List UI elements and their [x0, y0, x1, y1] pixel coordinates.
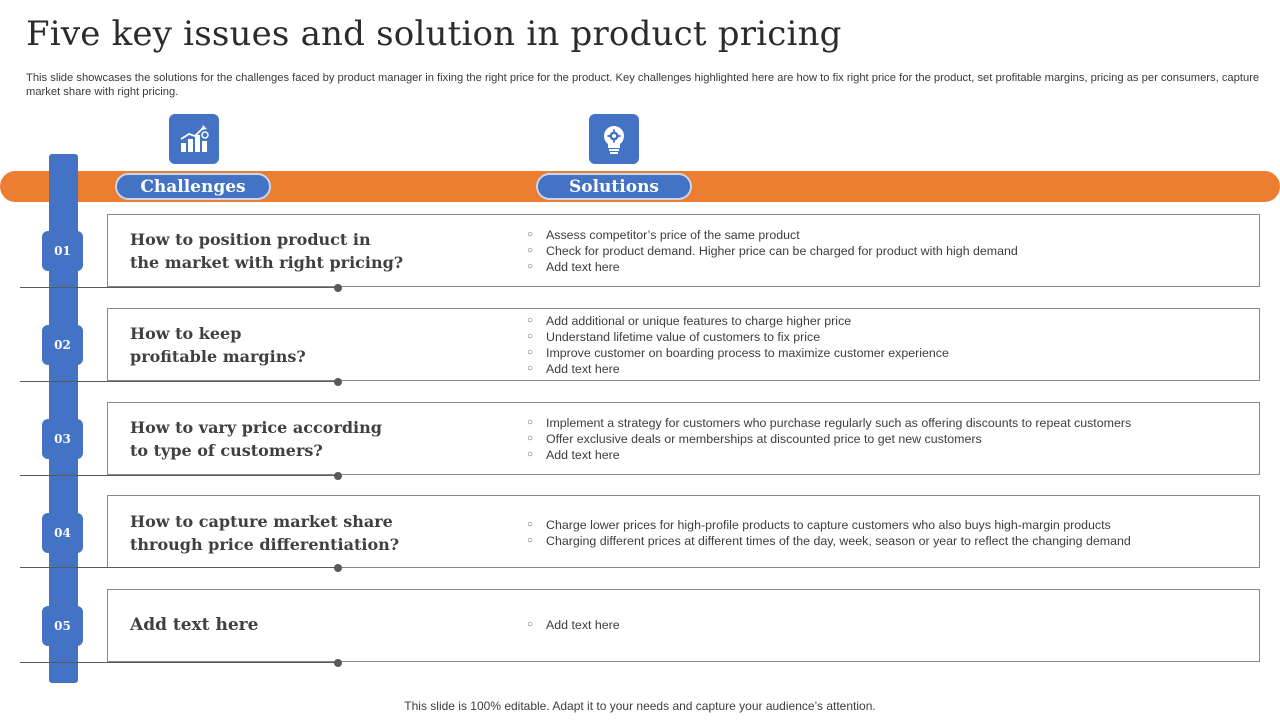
growth-chart-icon: [169, 114, 219, 164]
row-number-badge: 03: [42, 419, 83, 459]
page-title: Five key issues and solution in product …: [26, 14, 842, 54]
solution-item: Add text here: [527, 361, 1252, 377]
row-divider: [20, 662, 338, 663]
solution-list: Add additional or unique features to cha…: [527, 313, 1252, 377]
challenge-question: How to keep profitable margins?: [130, 324, 306, 366]
solution-item: Add text here: [527, 447, 1252, 463]
solution-list: Assess competitor’s price of the same pr…: [527, 227, 1252, 275]
challenges-header: Challenges: [115, 173, 271, 200]
page-subtitle: This slide showcases the solutions for t…: [26, 72, 1260, 98]
row-dot: [334, 378, 342, 386]
solution-item: Add additional or unique features to cha…: [527, 313, 1252, 329]
row-divider: [20, 475, 338, 476]
challenge-question: How to vary price according to type of cu…: [130, 418, 382, 460]
solutions-header: Solutions: [536, 173, 692, 200]
solution-item: Charging different prices at different t…: [527, 533, 1252, 549]
row-divider: [20, 287, 338, 288]
footer-note: This slide is 100% editable. Adapt it to…: [404, 699, 876, 713]
row-number-badge: 04: [42, 513, 83, 553]
solution-item: Offer exclusive deals or memberships at …: [527, 431, 1252, 447]
lightbulb-gear-icon: [589, 114, 639, 164]
solution-item: Check for product demand. Higher price c…: [527, 243, 1252, 259]
solution-item: Add text here: [527, 259, 1252, 275]
solution-item: Charge lower prices for high-profile pro…: [527, 517, 1252, 533]
challenge-question: How to position product in the market wit…: [130, 230, 404, 272]
challenge-question: How to capture market share through price…: [130, 512, 400, 554]
solution-item: Implement a strategy for customers who p…: [527, 415, 1252, 431]
solution-item: Assess competitor’s price of the same pr…: [527, 227, 1252, 243]
row-dot: [334, 284, 342, 292]
solution-item: Understand lifetime value of customers t…: [527, 329, 1252, 345]
challenge-question: Add text here: [130, 615, 259, 635]
row-number-badge: 01: [42, 231, 83, 271]
row-dot: [334, 659, 342, 667]
row-number-badge: 02: [42, 325, 83, 365]
solution-list: Add text here: [527, 617, 1252, 633]
row-number-badge: 05: [42, 606, 83, 646]
solution-list: Charge lower prices for high-profile pro…: [527, 517, 1252, 549]
solution-item: Improve customer on boarding process to …: [527, 345, 1252, 361]
row-divider: [20, 381, 338, 382]
row-dot: [334, 472, 342, 480]
solution-item: Add text here: [527, 617, 1252, 633]
row-divider: [20, 567, 338, 568]
solution-list: Implement a strategy for customers who p…: [527, 415, 1252, 463]
row-dot: [334, 564, 342, 572]
